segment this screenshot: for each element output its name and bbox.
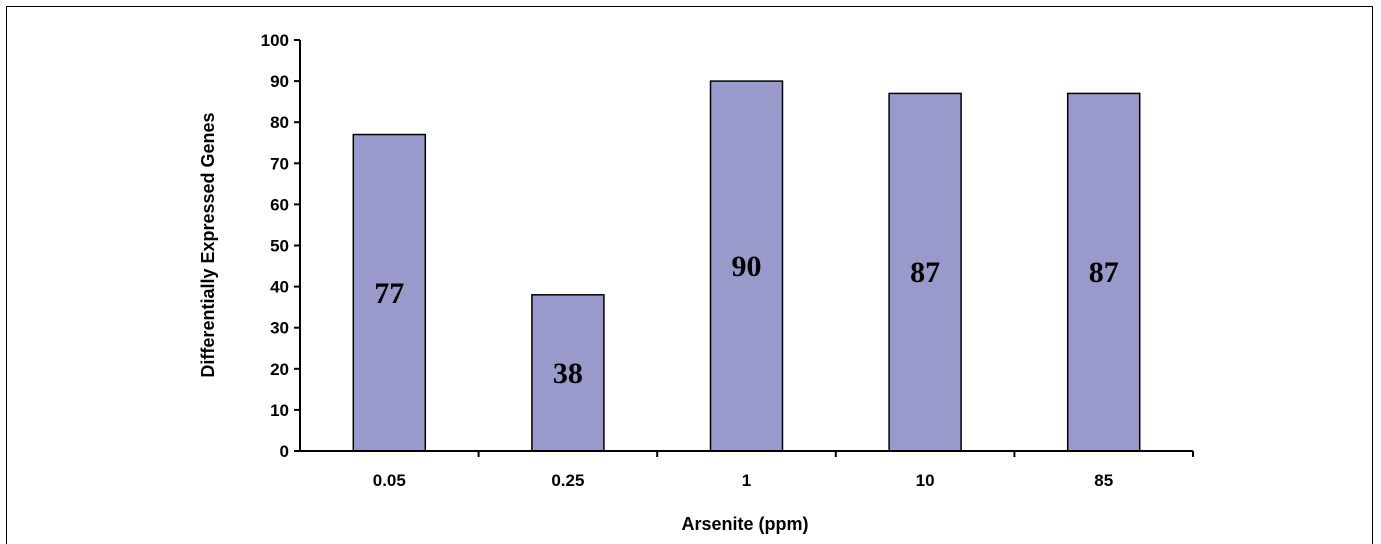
y-tick-label: 80 xyxy=(270,113,289,132)
data-label-1: 90 xyxy=(732,250,762,283)
x-tick-label: 0.05 xyxy=(373,471,406,490)
data-labels-group: 77 38 90 87 87 xyxy=(374,250,1118,390)
data-label-10: 87 xyxy=(910,256,940,289)
y-axis-title: Differentially Expressed Genes xyxy=(198,112,218,377)
x-tick-label: 10 xyxy=(916,471,935,490)
bar-10 xyxy=(888,92,962,452)
bar-1 xyxy=(709,80,784,452)
bars-group xyxy=(352,80,1141,452)
y-tick-label: 0 xyxy=(280,442,289,461)
bar-85 xyxy=(1066,92,1141,452)
chart-frame xyxy=(6,6,1373,544)
x-axis-title: Arsenite (ppm) xyxy=(681,514,808,534)
data-label-0.25: 38 xyxy=(553,357,583,390)
data-label-85: 87 xyxy=(1089,256,1119,289)
x-tick-label: 0.25 xyxy=(551,471,584,490)
y-tick-label: 50 xyxy=(270,237,289,256)
y-tick-label: 40 xyxy=(270,278,289,297)
y-tick-label: 100 xyxy=(261,31,289,50)
y-tick-label: 60 xyxy=(270,195,289,214)
x-tick-label: 85 xyxy=(1094,471,1113,490)
y-axis-ticks: 0 10 20 30 40 50 60 70 80 90 100 xyxy=(261,31,300,461)
y-tick-label: 20 xyxy=(270,360,289,379)
y-tick-label: 30 xyxy=(270,319,289,338)
x-tick-label: 1 xyxy=(742,471,751,490)
data-label-0.05: 77 xyxy=(374,277,404,310)
bar-0.05 xyxy=(352,133,427,452)
y-tick-label: 90 xyxy=(270,72,289,91)
y-tick-label: 10 xyxy=(270,401,289,420)
x-axis-ticks: 0.05 0.25 1 10 85 xyxy=(373,451,1194,490)
y-tick-label: 70 xyxy=(270,154,289,173)
